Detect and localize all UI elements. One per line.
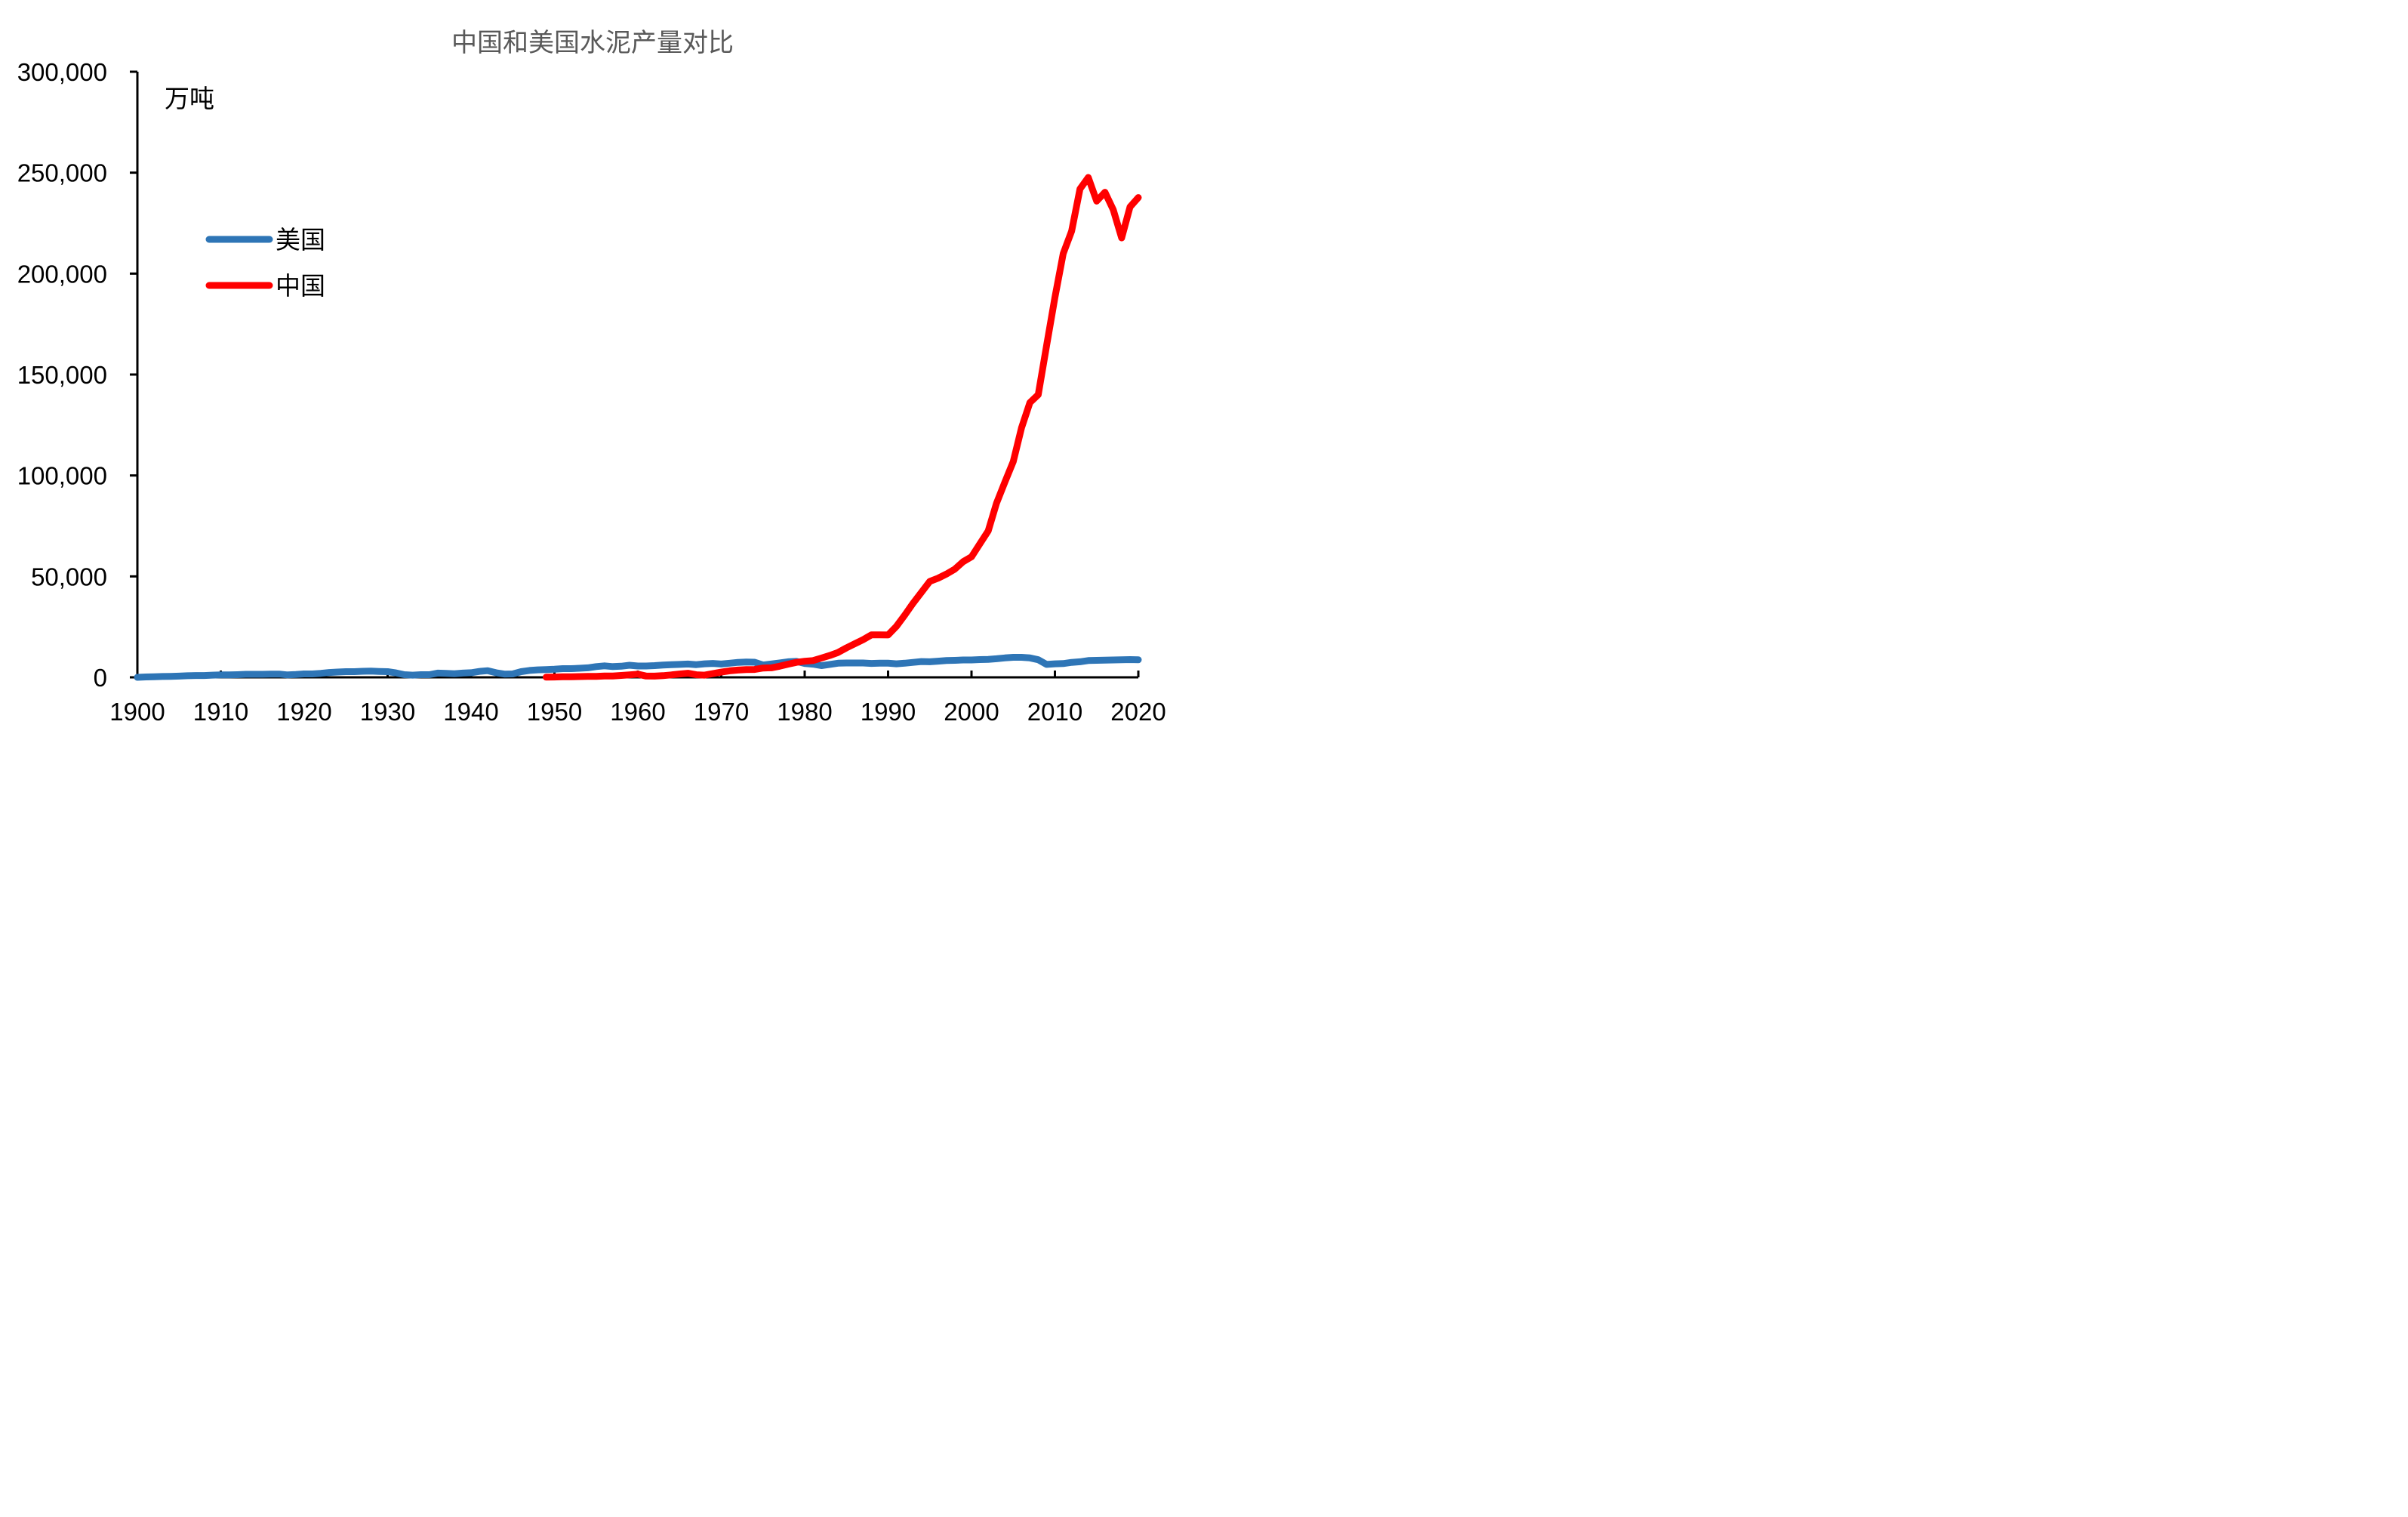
x-tick-label: 1990 bbox=[861, 698, 916, 726]
legend-item-usa: 美国 bbox=[205, 225, 325, 254]
x-axis-ticks: 1900 1910 1920 1930 1940 1950 1960 1970 1980 1990… bbox=[109, 671, 1166, 726]
y-tick-label: 100,000 bbox=[17, 462, 107, 490]
chart-title: 中国和美国水泥产量对比 bbox=[451, 28, 734, 58]
legend-label-usa: 美国 bbox=[276, 225, 325, 254]
x-tick-label: 1900 bbox=[109, 698, 165, 726]
legend: 美国 中国 bbox=[205, 225, 325, 301]
series-line-china bbox=[543, 174, 1142, 681]
chart-container: 中国和美国水泥产量对比 万吨 0 50,000 100,000 150,000 200,… bbox=[0, 0, 1179, 760]
y-tick-label: 150,000 bbox=[17, 361, 107, 389]
x-tick-label: 1980 bbox=[777, 698, 832, 726]
y-axis-ticks: 0 50,000 100,000 150,000 200,000 250,000 300,0… bbox=[17, 58, 137, 692]
y-tick-label: 300,000 bbox=[17, 58, 107, 86]
x-tick-label: 2020 bbox=[1110, 698, 1166, 726]
x-tick-label: 1910 bbox=[193, 698, 248, 726]
x-tick-label: 1960 bbox=[610, 698, 665, 726]
x-tick-label: 2010 bbox=[1027, 698, 1082, 726]
x-tick-label: 1940 bbox=[443, 698, 498, 726]
x-tick-label: 1950 bbox=[527, 698, 582, 726]
y-tick-label: 200,000 bbox=[17, 260, 107, 288]
x-tick-label: 1920 bbox=[276, 698, 331, 726]
line-chart: 中国和美国水泥产量对比 万吨 0 50,000 100,000 150,000 200,… bbox=[17, 28, 1166, 726]
y-tick-label: 50,000 bbox=[31, 563, 107, 590]
y-unit-label: 万吨 bbox=[165, 84, 214, 113]
x-tick-label: 1930 bbox=[360, 698, 415, 726]
axes bbox=[136, 72, 1138, 679]
x-tick-label: 2000 bbox=[944, 698, 999, 726]
legend-label-china: 中国 bbox=[276, 271, 325, 301]
series-line-usa bbox=[134, 654, 1142, 681]
x-tick-label: 1970 bbox=[694, 698, 749, 726]
y-tick-label: 0 bbox=[94, 664, 107, 692]
y-tick-label: 250,000 bbox=[17, 159, 107, 187]
series-lines bbox=[134, 174, 1142, 681]
legend-item-china: 中国 bbox=[205, 271, 325, 301]
